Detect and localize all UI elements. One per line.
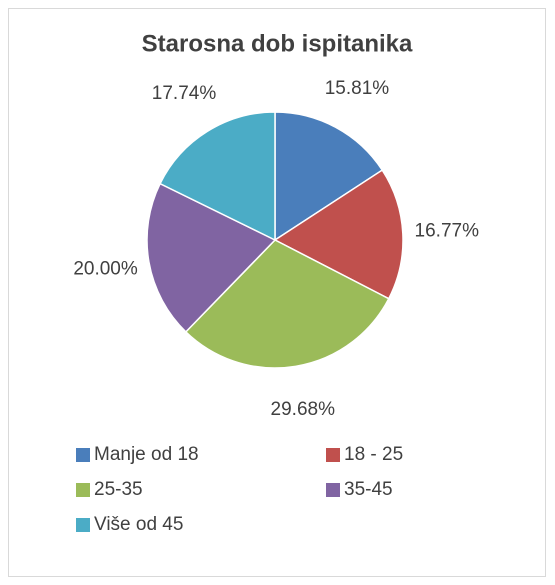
data-label: 17.74% <box>152 83 217 104</box>
pie-slice <box>184 239 390 369</box>
legend-label: 25-35 <box>94 479 143 500</box>
legend-label: 18 - 25 <box>344 444 403 465</box>
pie-slice <box>274 111 384 242</box>
data-label: 20.00% <box>73 258 138 279</box>
data-label: 15.81% <box>325 78 390 99</box>
data-label: 16.77% <box>415 220 480 241</box>
legend-label: 35-45 <box>344 479 393 500</box>
legend-swatch <box>326 448 340 462</box>
legend-swatch <box>326 483 340 497</box>
chart-title: Starosna dob ispitanika <box>142 30 413 57</box>
legend-swatch <box>76 448 90 462</box>
pie-slice <box>273 169 404 300</box>
pie-slice <box>146 182 277 333</box>
data-label: 29.68% <box>271 399 336 420</box>
legend-label: Manje od 18 <box>94 444 199 465</box>
pie-slice <box>159 111 276 242</box>
legend-swatch <box>76 518 90 532</box>
legend-label: Više od 45 <box>94 514 183 535</box>
legend-swatch <box>76 483 90 497</box>
